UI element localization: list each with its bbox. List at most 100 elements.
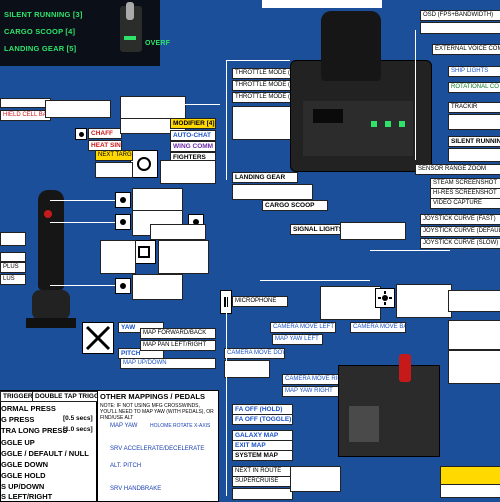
label-cargo-scoop: CARGO SCOOP — [262, 200, 328, 211]
row-srv-handbrake: SRV HANDBRAKE — [110, 486, 162, 492]
leader-line — [50, 200, 115, 201]
joystick-image — [20, 190, 80, 360]
label-cluster-o — [448, 350, 500, 384]
row-holo-rotate: HOLOME ROTATE X-AXIS — [150, 423, 211, 429]
other-mappings-panel: OTHER MAPPINGS / PEDALS NOTE: IF NOT USI… — [97, 390, 219, 502]
label-cluster-b — [120, 96, 186, 122]
button-a-icon — [115, 192, 131, 208]
label-modifier: MODIFIER [4] — [170, 118, 216, 129]
time-long: [1.0 secs] — [63, 426, 93, 433]
label-silent-running: SILENT RUNNING — [448, 136, 500, 147]
label-camera-move-down: CAMERA MOVE DOWN — [224, 348, 285, 359]
label-cluster-p — [232, 488, 293, 500]
label-cluster-k — [320, 286, 381, 320]
label-joystick-curve-fast: JOYSTICK CURVE (FAST) — [420, 214, 500, 225]
label-btn-e — [132, 274, 183, 300]
label-sensor-range-zoom: SENSOR RANGE ZOOM — [415, 164, 500, 175]
leader-line — [370, 250, 450, 251]
bottom-legend-panel: ORMAL PRESS G PRESS TRA LONG PRESS GGLE … — [0, 390, 97, 502]
legend-silent-running: SILENT RUNNING [3] — [4, 10, 83, 19]
label-lus: LUS — [0, 274, 26, 285]
button-c-icon — [132, 240, 156, 264]
label-cluster-f — [340, 222, 406, 240]
label-btn-d — [158, 240, 209, 274]
label-tracking: TRACKIR — [448, 102, 500, 113]
throttle-image — [290, 11, 432, 172]
leader-line — [415, 30, 416, 160]
label-btn-f — [150, 224, 206, 240]
legend-row: GGLE UP — [1, 438, 35, 447]
label-external-voice: EXTERNAL VOICE COMM — [432, 44, 500, 55]
label-video-capture: VIDEO CAPTURE — [430, 198, 500, 209]
overlay-label: OVERF — [145, 40, 171, 47]
row-map-yaw: MAP YAW — [110, 423, 138, 429]
button-b-icon — [115, 214, 131, 230]
legend-landing-gear: LANDING GEAR [5] — [4, 44, 77, 53]
label-left-cut-3 — [0, 232, 26, 246]
label-left-cutoff-1 — [0, 98, 51, 108]
label-left-cut-2 — [0, 252, 26, 262]
label-next-target: NEXT TARGET — [95, 150, 133, 161]
leader-line — [226, 60, 227, 180]
toggle-switch-icon — [120, 2, 142, 52]
axes-cross-icon — [82, 322, 114, 354]
label-osd: OSD (FPS+BANDWIDTH) — [420, 10, 500, 21]
label-rotational-correction: ROTATIONAL CO — [448, 82, 500, 93]
leader-line — [226, 60, 290, 61]
label-cluster-s — [440, 484, 500, 498]
label-cluster-n — [448, 320, 500, 350]
label-cluster-q — [290, 466, 341, 492]
label-cluster-h — [448, 114, 500, 130]
label-cluster-l — [396, 284, 452, 318]
hat-switch-icon — [130, 150, 158, 178]
row-alt-pitch: ALT. PITCH — [110, 463, 142, 469]
label-signal-lights: SIGNAL LIGHTS — [290, 224, 344, 235]
legend-cargo-scoop: CARGO SCOOP [4] — [4, 27, 76, 36]
label-landing-gear: LANDING GEAR — [232, 172, 298, 183]
label-system-map: SYSTEM MAP — [232, 450, 293, 461]
top-center-strip — [262, 0, 382, 8]
label-shield-cell-bank: HIELD CELL BANK — [0, 110, 51, 121]
label-cluster-j — [224, 360, 270, 378]
legend-row: S UP/DOWN — [1, 482, 45, 491]
gear-icon — [375, 288, 395, 308]
label-camera-move-left: CAMERA MOVE LEFT — [270, 322, 336, 333]
legend-row: GGLE HOLD — [1, 471, 46, 480]
label-auto-chat: AUTO-CHAT — [170, 130, 216, 141]
label-cluster-i — [448, 148, 500, 162]
label-map-up-down: MAP UP/DOWN — [120, 358, 216, 369]
label-cluster-d — [232, 106, 298, 140]
button-e-icon — [115, 278, 131, 294]
label-chaff: CHAFF — [88, 128, 122, 139]
leader-line — [170, 104, 220, 105]
leader-line — [50, 285, 115, 286]
legend-row: GGLE DOWN — [1, 460, 49, 469]
legend-row: S LEFT/RIGHT — [1, 492, 53, 501]
label-fa-off-toggle: FA OFF (TOGGLE) — [232, 414, 293, 425]
label-hat-cluster-1 — [95, 162, 133, 178]
legend-row: GGLE / DEFAULT / NULL — [1, 449, 89, 458]
label-microphone: MICROPHONE — [232, 296, 288, 307]
label-plus: PLUS — [0, 262, 26, 273]
label-hat-cluster-2 — [160, 160, 216, 184]
top-left-legend-panel: SILENT RUNNING [3] CARGO SCOOP [4] LANDI… — [0, 0, 170, 66]
label-joystick-curve-default: JOYSTICK CURVE (DEFAULT) — [420, 226, 500, 237]
label-map-forward-back: MAP FORWARD/BACK — [140, 328, 216, 339]
throttle-base-image — [338, 354, 440, 457]
label-wing-comm: WING COMM — [170, 141, 216, 152]
label-map-yaw-left: MAP YAW LEFT — [272, 334, 323, 345]
label-ship-lights: SHIP LIGHTS — [448, 66, 500, 77]
legend-row: TRA LONG PRESS — [1, 426, 68, 435]
label-double-tap: DOUBLE TAP TRIGGER — [32, 391, 100, 402]
label-camera-move-back: CAMERA MOVE BACK — [350, 322, 406, 333]
label-cluster-e — [232, 184, 313, 200]
label-cluster-a — [45, 100, 111, 118]
label-btn-a — [132, 188, 183, 214]
leader-line — [226, 296, 227, 496]
label-cluster-m — [448, 290, 500, 312]
label-trigger: TRIGGER — [0, 391, 36, 402]
other-mappings-note: NOTE: IF NOT USING MFG CROSSWINDS, YOU'L… — [100, 403, 214, 421]
label-supercruise: SUPERCRUISE — [232, 476, 293, 487]
leader-line — [260, 280, 370, 281]
label-joystick-curve-slow: JOYSTICK CURVE (SLOW) — [420, 238, 500, 249]
